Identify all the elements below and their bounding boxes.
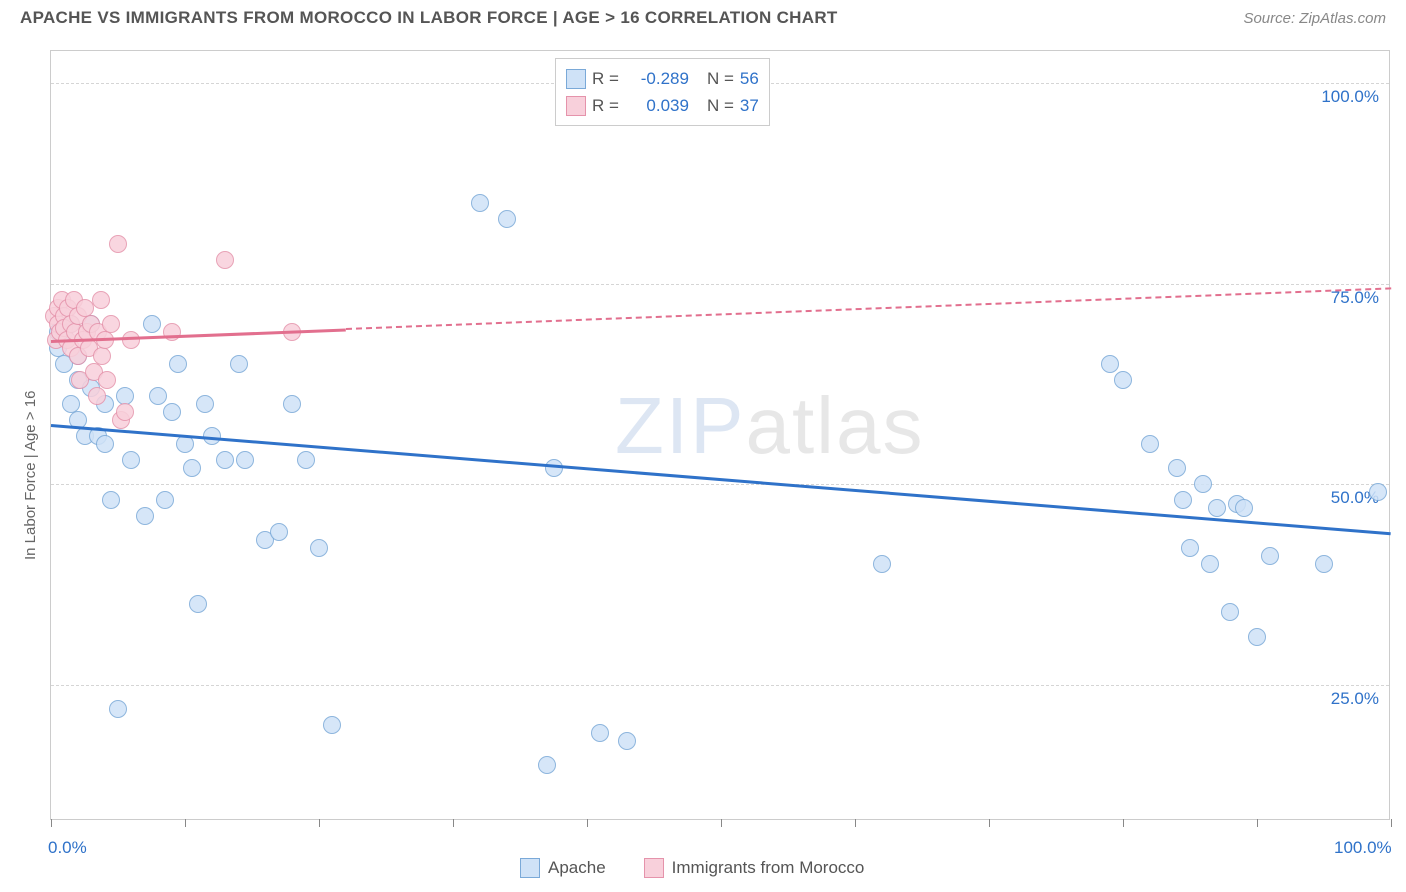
- scatter-point: [538, 756, 556, 774]
- x-tick: [1123, 819, 1124, 827]
- x-axis-min-label: 0.0%: [48, 838, 87, 858]
- legend-swatch: [566, 69, 586, 89]
- x-tick: [855, 819, 856, 827]
- stats-row: R =0.039N =37: [566, 92, 759, 119]
- scatter-point: [873, 555, 891, 573]
- gridline: [51, 484, 1389, 485]
- x-tick: [1257, 819, 1258, 827]
- x-axis-max-label: 100.0%: [1334, 838, 1392, 858]
- scatter-point: [183, 459, 201, 477]
- scatter-point: [136, 507, 154, 525]
- scatter-point: [102, 491, 120, 509]
- scatter-point: [1315, 555, 1333, 573]
- x-tick: [587, 819, 588, 827]
- scatter-point: [1181, 539, 1199, 557]
- x-tick: [51, 819, 52, 827]
- x-tick: [453, 819, 454, 827]
- scatter-point: [1208, 499, 1226, 517]
- x-tick: [721, 819, 722, 827]
- scatter-point: [1221, 603, 1239, 621]
- legend-swatch: [644, 858, 664, 878]
- scatter-point: [96, 435, 114, 453]
- y-tick-label: 100.0%: [1321, 87, 1379, 107]
- x-tick: [185, 819, 186, 827]
- bottom-legend: Apache Immigrants from Morocco: [520, 858, 864, 878]
- scatter-point: [163, 403, 181, 421]
- scatter-point: [1369, 483, 1387, 501]
- scatter-point: [1168, 459, 1186, 477]
- scatter-point: [149, 387, 167, 405]
- x-tick: [989, 819, 990, 827]
- scatter-point: [1141, 435, 1159, 453]
- gridline: [51, 685, 1389, 686]
- scatter-point: [92, 291, 110, 309]
- scatter-point: [1235, 499, 1253, 517]
- trend-line: [346, 288, 1391, 331]
- scatter-point: [471, 194, 489, 212]
- scatter-point: [323, 716, 341, 734]
- legend-item: Apache: [520, 858, 606, 878]
- y-axis-title: In Labor Force | Age > 16: [22, 391, 39, 560]
- x-tick: [319, 819, 320, 827]
- scatter-point: [116, 403, 134, 421]
- x-tick: [1391, 819, 1392, 827]
- legend-swatch: [566, 96, 586, 116]
- scatter-point: [1174, 491, 1192, 509]
- scatter-point: [88, 387, 106, 405]
- trend-line: [51, 424, 1391, 535]
- chart-frame: 25.0%50.0%75.0%100.0%: [50, 50, 1390, 820]
- scatter-point: [143, 315, 161, 333]
- scatter-point: [498, 210, 516, 228]
- legend-item: Immigrants from Morocco: [644, 858, 865, 878]
- scatter-point: [1114, 371, 1132, 389]
- scatter-point: [93, 347, 111, 365]
- scatter-point: [189, 595, 207, 613]
- scatter-point: [310, 539, 328, 557]
- scatter-point: [283, 395, 301, 413]
- scatter-point: [1101, 355, 1119, 373]
- scatter-point: [270, 523, 288, 541]
- scatter-point: [591, 724, 609, 742]
- scatter-point: [1248, 628, 1266, 646]
- scatter-point: [122, 451, 140, 469]
- scatter-point: [169, 355, 187, 373]
- scatter-point: [236, 451, 254, 469]
- source-label: Source: ZipAtlas.com: [1243, 10, 1386, 27]
- y-tick-label: 25.0%: [1331, 689, 1379, 709]
- legend-swatch: [520, 858, 540, 878]
- scatter-point: [216, 251, 234, 269]
- scatter-point: [109, 700, 127, 718]
- scatter-point: [196, 395, 214, 413]
- scatter-point: [618, 732, 636, 750]
- scatter-point: [156, 491, 174, 509]
- scatter-point: [297, 451, 315, 469]
- scatter-point: [109, 235, 127, 253]
- chart-title: APACHE VS IMMIGRANTS FROM MOROCCO IN LAB…: [20, 8, 838, 28]
- scatter-point: [98, 371, 116, 389]
- scatter-point: [216, 451, 234, 469]
- gridline: [51, 284, 1389, 285]
- legend-label: Apache: [548, 858, 606, 878]
- scatter-point: [102, 315, 120, 333]
- legend-label: Immigrants from Morocco: [672, 858, 865, 878]
- scatter-point: [1201, 555, 1219, 573]
- stats-legend: R =-0.289N =56R =0.039N =37: [555, 58, 770, 126]
- scatter-point: [1194, 475, 1212, 493]
- scatter-point: [1261, 547, 1279, 565]
- scatter-point: [230, 355, 248, 373]
- stats-row: R =-0.289N =56: [566, 65, 759, 92]
